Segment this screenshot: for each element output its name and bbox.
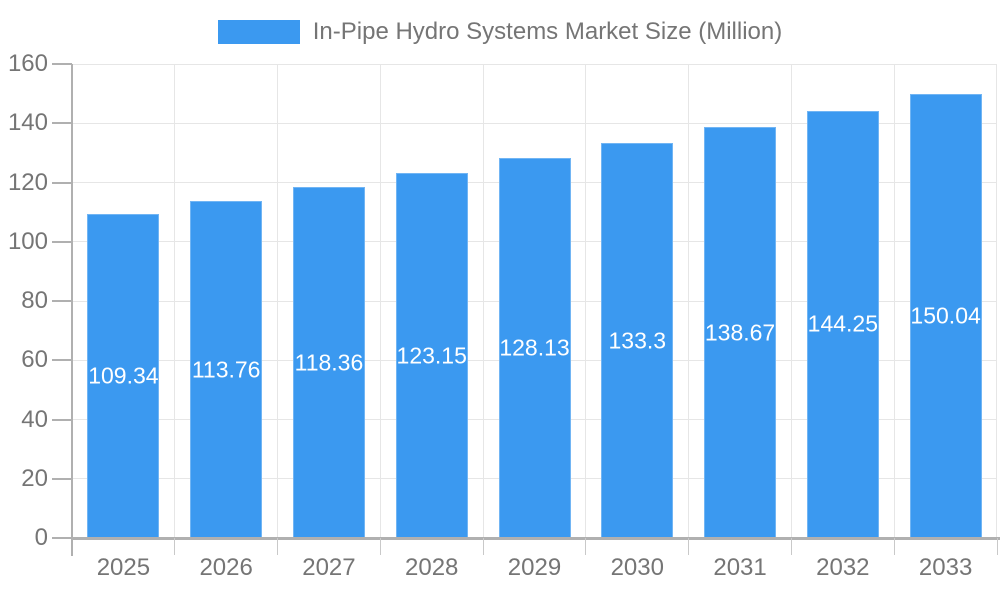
bar-value-label: 133.3 [608,327,667,354]
y-tick-label-20: 20 [21,464,48,492]
gridline-v-4 [482,64,484,538]
bar-2026[interactable]: 113.76 [190,201,263,538]
x-tick-4 [482,538,484,555]
y-tick-120 [52,181,72,184]
gridline-v-7 [790,64,792,538]
y-tick-label-140: 140 [7,109,48,137]
gridline-v-3 [379,64,381,538]
bar-2029[interactable]: 128.13 [498,158,571,538]
gridline-v-2 [277,64,279,538]
legend-label: In-Pipe Hydro Systems Market Size (Milli… [312,18,783,45]
bar-value-label: 123.15 [396,342,467,369]
bar-value-label: 113.76 [191,356,261,382]
y-tick-label-0: 0 [34,524,48,551]
y-tick-80 [52,300,72,302]
y-tick-140 [52,122,72,125]
x-tick-7 [790,538,792,555]
x-tick-5 [585,538,587,555]
gridline-v-5 [585,64,587,538]
x-axis-line [71,537,1000,540]
bar-value-label: 109.34 [88,362,159,389]
gridline-v-9 [996,64,997,538]
y-tick-20 [52,477,72,480]
y-tick-160 [52,63,72,65]
legend-swatch [217,20,300,44]
y-tick-label-80: 80 [21,287,48,314]
y-tick-label-160: 160 [7,50,48,77]
gridline-v-1 [174,64,176,538]
y-axis-line [71,64,73,556]
bar-2033[interactable]: 150.04 [909,93,982,538]
y-tick-label-40: 40 [21,405,48,433]
x-tick-8 [893,538,895,555]
x-tick-label-2025: 2025 [96,554,151,581]
x-tick-9 [996,538,998,555]
x-tick-label-2028: 2028 [405,554,459,581]
x-tick-1 [174,538,176,555]
bar-2031[interactable]: 138.67 [704,127,777,538]
x-tick-label-2032: 2032 [816,554,870,581]
x-tick-3 [379,538,381,555]
gridline-v-6 [688,64,690,538]
y-tick-60 [52,359,72,362]
x-tick-label-2031: 2031 [713,554,767,581]
bar-value-label: 138.67 [704,319,776,346]
gridline-h-140 [72,122,997,124]
bar-2030[interactable]: 133.3 [601,143,674,538]
x-tick-label-2026: 2026 [199,554,253,581]
x-tick-label-2033: 2033 [918,554,973,581]
bar-2025[interactable]: 109.34 [87,214,160,538]
gridline-h-160 [72,63,997,65]
x-tick-label-2029: 2029 [507,554,562,581]
x-tick-label-2030: 2030 [610,554,664,581]
bar-2027[interactable]: 118.36 [292,187,365,538]
bar-value-label: 118.36 [294,349,364,376]
y-tick-label-120: 120 [7,168,48,196]
y-tick-label-60: 60 [21,346,48,374]
bar-value-label: 144.25 [807,310,879,337]
x-tick-2 [277,538,279,555]
y-tick-40 [52,418,72,421]
x-tick-label-2027: 2027 [302,554,356,581]
bar-2032[interactable]: 144.25 [806,110,879,538]
y-tick-100 [52,240,72,243]
bar-value-label: 128.13 [499,334,570,361]
chart-legend[interactable]: In-Pipe Hydro Systems Market Size (Milli… [0,18,1000,46]
x-tick-6 [688,538,690,555]
y-tick-label-100: 100 [7,227,48,255]
plot-area: 109.34 113.76 118.36 123.15 128.13 133.3 138.6… [72,63,997,538]
bar-value-label: 150.04 [910,302,981,329]
bar-2028[interactable]: 123.15 [395,173,468,538]
y-tick-0 [52,537,72,539]
gridline-v-8 [893,64,895,538]
